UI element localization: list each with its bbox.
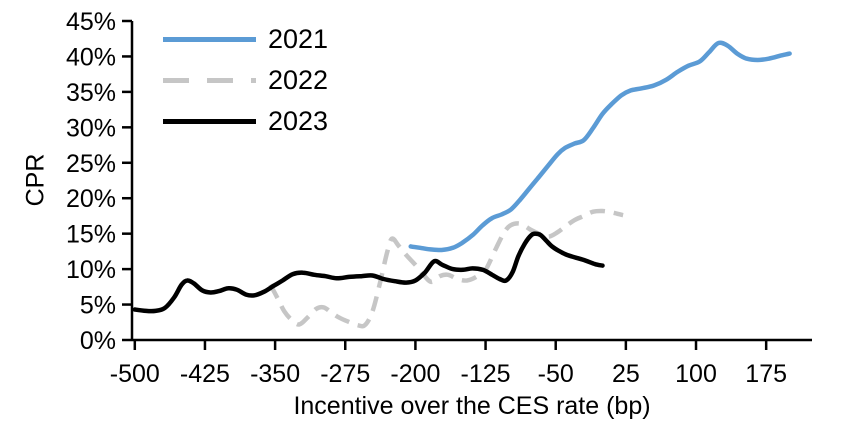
y-tick-label: 20% (66, 185, 116, 213)
legend-swatch-2023 (163, 118, 256, 124)
x-tick-label: 100 (675, 360, 717, 388)
y-tick-label: 5% (80, 292, 116, 320)
y-tick-label: 25% (66, 150, 116, 178)
x-axis-title: Incentive over the CES rate (bp) (293, 392, 651, 420)
x-tick-label: 25 (612, 360, 640, 388)
x-tick-label: -350 (250, 360, 300, 388)
legend-label: 2022 (268, 65, 329, 95)
x-tick-label: -425 (180, 360, 230, 388)
y-tick-label: 40% (66, 43, 116, 71)
x-tick-label: -275 (320, 360, 370, 388)
x-tick-label: -125 (461, 360, 511, 388)
y-axis-title: CPR (21, 153, 50, 207)
legend-label: 2023 (268, 106, 329, 136)
x-tick-label: 175 (745, 360, 787, 388)
y-tick-label: 45% (66, 8, 116, 36)
legend-swatch-2021 (163, 36, 256, 42)
y-tick-label: 30% (66, 114, 116, 142)
series-line-2021 (408, 40, 792, 253)
y-tick-label: 10% (66, 256, 116, 284)
legend-swatch-2022 (163, 77, 256, 83)
x-tick-label: -200 (390, 360, 440, 388)
y-tick-label: 0% (80, 327, 116, 355)
legend-item-2023: 2023 (163, 107, 328, 135)
x-tick-label: -50 (538, 360, 574, 388)
y-tick-label: 35% (66, 79, 116, 107)
legend-item-2022: 2022 (163, 66, 328, 94)
series-line-2023 (132, 231, 605, 314)
series-line-2022 (268, 208, 624, 329)
x-tick-label: -500 (110, 360, 160, 388)
y-tick-label: 15% (66, 221, 116, 249)
legend-label: 2021 (268, 24, 329, 54)
legend: 2021 2022 2023 (163, 25, 328, 148)
legend-item-2021: 2021 (163, 25, 328, 53)
